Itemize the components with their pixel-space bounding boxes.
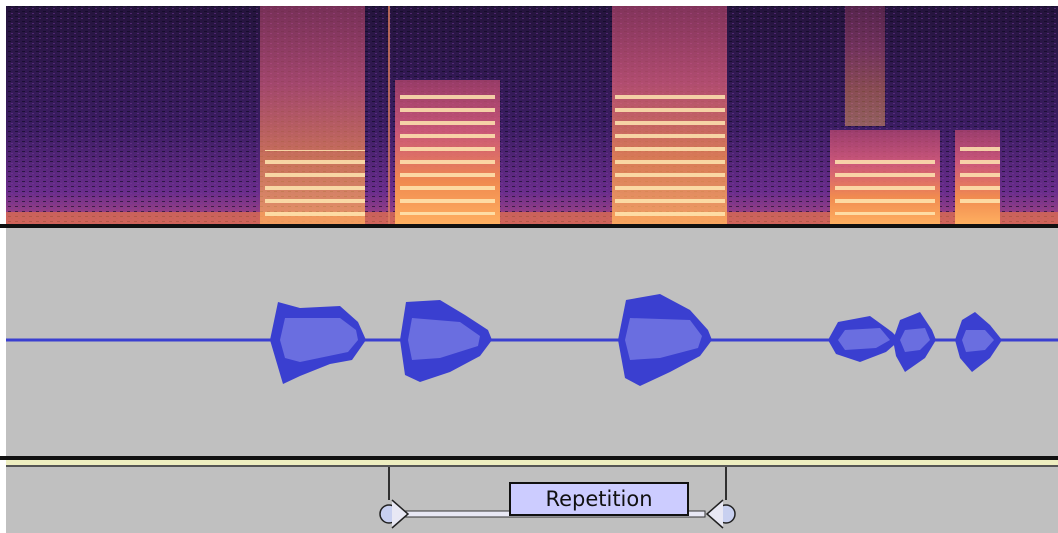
waveform	[6, 228, 1058, 456]
audio-editor: Repetition	[0, 0, 1058, 533]
spectrogram	[6, 6, 1058, 225]
label-text[interactable]: Repetition	[545, 487, 652, 511]
label-track: Repetition	[6, 467, 1058, 533]
